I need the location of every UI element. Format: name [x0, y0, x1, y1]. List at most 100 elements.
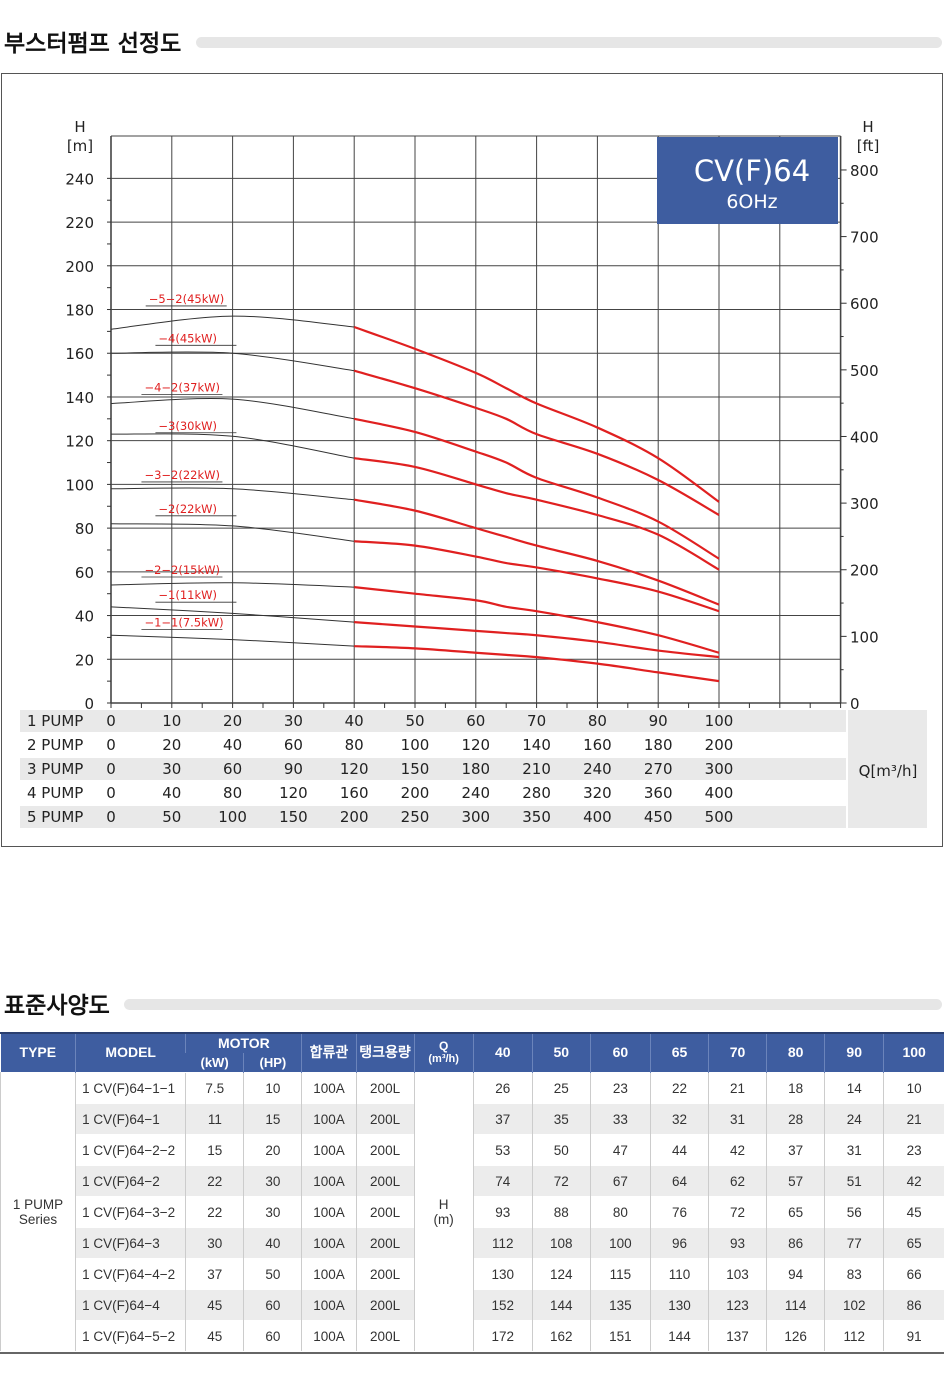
- head-value-cell: 24: [824, 1103, 884, 1135]
- head-value-cell: 80: [589, 1196, 651, 1228]
- table-row: 1 PUMP Series 1 CV(F)64−1−1 7.5 10 100A 200L H(…: [0, 1072, 944, 1351]
- head-value-cell: 108: [531, 1227, 591, 1259]
- header-flow: 70: [708, 1032, 767, 1073]
- head-value-cell: 47: [589, 1134, 651, 1166]
- head-value-cell: 28: [766, 1103, 825, 1135]
- curve-segment-low-flow: [110, 606, 355, 623]
- pump-row-value: 0: [106, 712, 116, 730]
- pump-row-value: 160: [340, 784, 369, 802]
- table-top-rule: [0, 1032, 944, 1034]
- head-value-cell: 72: [708, 1196, 767, 1228]
- head-value-cell: 66: [883, 1258, 944, 1290]
- right-axis-tick-label: 200: [850, 562, 879, 580]
- right-axis-tick-label: 100: [850, 628, 879, 646]
- head-value-cell: 103: [708, 1258, 767, 1290]
- pump-row-value: 250: [401, 808, 430, 826]
- right-axis-unit: [ft]: [857, 137, 880, 155]
- right-axis-tick-label: 400: [850, 428, 879, 446]
- head-value-cell: 86: [766, 1227, 825, 1259]
- kw-cell: 30: [185, 1227, 244, 1259]
- q-unit-cell: [848, 710, 927, 828]
- curve-segment-low-flow: [110, 398, 355, 420]
- kw-cell: 22: [185, 1165, 244, 1197]
- kw-cell: 7.5: [185, 1072, 244, 1104]
- chart-frame: 0 20 40 60 80 100 120 140 160 180 200 220 240 H [m] 0 10…: [1, 73, 943, 847]
- curve-segment-operating: [354, 457, 720, 571]
- left-axis-tick-label: 180: [65, 302, 94, 320]
- curve-segment-operating: [353, 417, 720, 560]
- header-model: MODEL: [75, 1032, 186, 1073]
- head-value-cell: 96: [649, 1227, 709, 1259]
- pump-row-value: 60: [223, 760, 242, 778]
- table-row: 1 CV(F)64−4 45 60 100A 200L 152 144 135 130 123 11…: [1, 1289, 944, 1321]
- curve-label: −2(22kW): [158, 502, 217, 516]
- curve-segment-low-flow: [110, 315, 355, 330]
- model-cell: 1 CV(F)64−4−2: [75, 1258, 186, 1290]
- pump-row-value: 150: [279, 808, 308, 826]
- head-value-cell: 151: [589, 1320, 651, 1351]
- tank-cell: 200L: [355, 1320, 415, 1351]
- head-value-cell: 114: [766, 1289, 825, 1321]
- head-value-cell: 91: [883, 1320, 944, 1351]
- pump-row-value: 90: [649, 712, 668, 730]
- head-value-cell: 35: [531, 1103, 591, 1135]
- spec-table: TYPE MODEL MOTOR 합류관 탱크용량 Q (m³/h) 40 50 60 65 70 80…: [0, 1032, 944, 1351]
- head-value-cell: 124: [531, 1258, 591, 1290]
- pump-row-value: 120: [461, 736, 490, 754]
- head-value-cell: 102: [824, 1289, 884, 1321]
- head-value-cell: 88: [531, 1196, 591, 1228]
- model-cell: 1 CV(F)64−1−1: [75, 1072, 186, 1104]
- header-flow: 40: [472, 1032, 533, 1073]
- tank-cell: 200L: [355, 1289, 415, 1321]
- head-value-cell: 110: [649, 1258, 709, 1290]
- left-axis-tick-label: 120: [65, 433, 94, 451]
- pump-row-value: 160: [583, 736, 612, 754]
- model-badge-frequency: 6OHz: [726, 191, 777, 213]
- hp-cell: 15: [243, 1103, 302, 1135]
- table-bottom-rule: [0, 1352, 944, 1354]
- header-hp: (HP): [243, 1053, 302, 1073]
- hp-cell: 60: [243, 1320, 302, 1351]
- head-value-cell: 74: [472, 1165, 533, 1197]
- pump-row-value: 30: [162, 760, 181, 778]
- curve-label: −3−2(22kW): [144, 468, 220, 482]
- pump-row-value: 0: [106, 784, 116, 802]
- head-value-cell: 144: [531, 1289, 591, 1321]
- head-value-cell: 32: [649, 1103, 709, 1135]
- head-value-cell: 123: [708, 1289, 767, 1321]
- pump-row-value: 280: [522, 784, 551, 802]
- pump-row-value: 90: [284, 760, 303, 778]
- pump-row-label: 3 PUMP: [27, 760, 83, 778]
- head-value-cell: 162: [531, 1320, 591, 1351]
- hp-cell: 60: [243, 1289, 302, 1321]
- curve-segment-operating: [354, 540, 720, 613]
- pump-row-band: [20, 710, 846, 732]
- type-label-series: Series: [18, 1212, 58, 1227]
- kw-cell: 22: [185, 1196, 244, 1228]
- type-cell: 1 PUMP Series: [0, 1072, 76, 1351]
- header-q: Q (m³/h): [413, 1032, 474, 1073]
- head-value-cell: 56: [824, 1196, 884, 1228]
- curve-segment-low-flow: [110, 582, 355, 588]
- pipe-cell: 100A: [301, 1258, 357, 1290]
- head-value-cell: 23: [589, 1072, 651, 1104]
- pump-row-value: 270: [644, 760, 673, 778]
- hp-cell: 30: [243, 1165, 302, 1197]
- h-label: H: [438, 1197, 449, 1212]
- right-axis-tick-label: 500: [850, 362, 879, 380]
- pump-row-value: 40: [223, 736, 242, 754]
- curve-label: −1(11kW): [158, 588, 217, 602]
- header-flow: 90: [824, 1032, 884, 1073]
- head-value-cell: 100: [589, 1227, 651, 1259]
- head-value-cell: 93: [708, 1227, 767, 1259]
- header-motor: MOTOR: [185, 1032, 302, 1053]
- right-axis-tick-label: 600: [850, 295, 879, 313]
- pipe-cell: 100A: [301, 1165, 357, 1197]
- pipe-cell: 100A: [301, 1072, 357, 1104]
- left-axis-tick-label: 160: [65, 345, 94, 363]
- head-value-cell: 83: [824, 1258, 884, 1290]
- spec-subheader-row: (kW) (HP): [1, 1053, 944, 1073]
- curve-segment-operating: [354, 586, 720, 654]
- curve-segment-low-flow: [110, 634, 355, 647]
- pump-row-value: 0: [106, 808, 116, 826]
